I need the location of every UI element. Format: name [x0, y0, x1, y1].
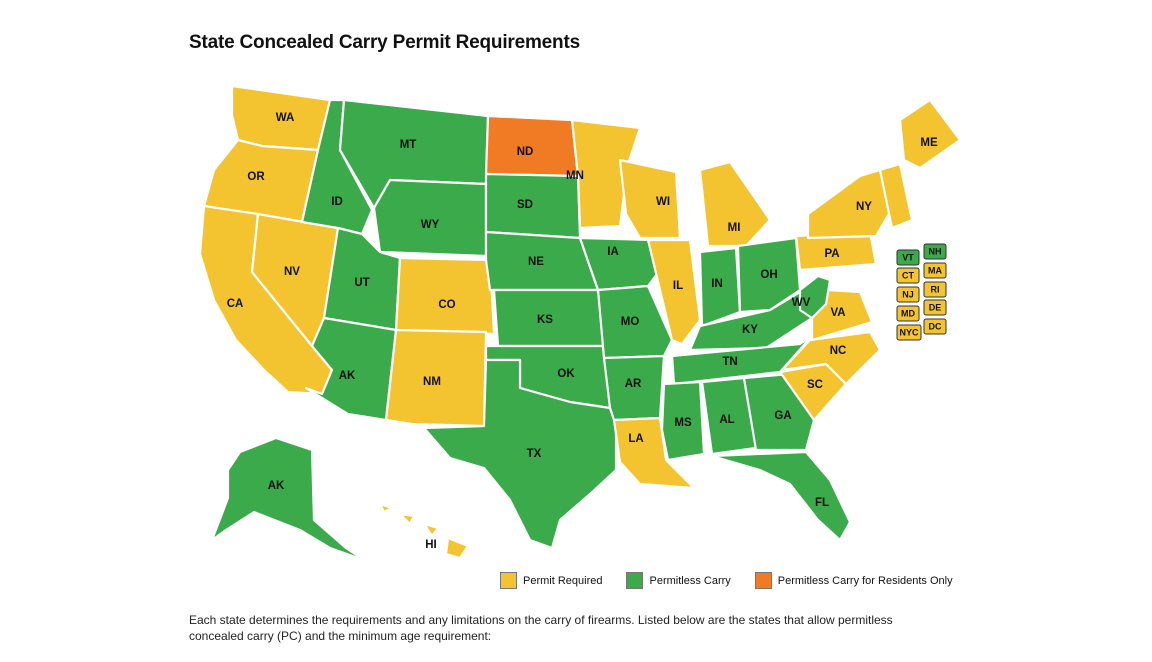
state-nc[interactable] — [780, 330, 882, 386]
state-label-ne: NE — [528, 256, 544, 268]
state-label-ks: KS — [537, 314, 553, 326]
state-ak[interactable] — [210, 436, 366, 562]
small-state-label-nj: NJ — [902, 289, 914, 299]
small-state-box-dc[interactable] — [923, 318, 947, 335]
small-state-box-nyc[interactable] — [896, 324, 922, 341]
state-label-ny: NY — [856, 201, 872, 213]
legend-label-permit-required: Permit Required — [523, 574, 603, 587]
state-label-ga: GA — [774, 410, 791, 422]
state-me[interactable] — [898, 98, 962, 170]
state-hi[interactable] — [378, 502, 470, 560]
small-state-box-de[interactable] — [923, 299, 947, 316]
legend-item-residents-only: Permitless Carry for Residents Only — [754, 572, 953, 589]
state-il[interactable] — [646, 238, 702, 346]
state-mn[interactable] — [570, 118, 642, 230]
state-label-tn: TN — [722, 356, 737, 368]
state-ia[interactable] — [578, 236, 662, 292]
state-label-nc: NC — [830, 345, 847, 357]
state-label-co: CO — [438, 299, 455, 311]
state-mi[interactable] — [698, 160, 772, 248]
small-state-box-ct[interactable] — [896, 267, 920, 284]
state-label-ia: IA — [607, 246, 619, 258]
state-label-ak: AK — [339, 370, 356, 382]
state-label-nv: NV — [284, 266, 300, 278]
state-label-il: IL — [673, 280, 683, 292]
state-label-me: ME — [920, 137, 938, 149]
state-label-ar: AR — [625, 378, 642, 390]
legend-item-permit-required: Permit Required — [500, 572, 602, 589]
legend-swatch-permitless-carry — [626, 572, 644, 589]
small-state-label-dc: DC — [929, 321, 942, 331]
state-label-mo: MO — [621, 316, 640, 328]
state-co[interactable] — [394, 256, 496, 336]
state-label-oh: OH — [760, 269, 777, 281]
state-label-ms: MS — [674, 417, 692, 429]
state-label-in: IN — [711, 278, 723, 290]
state-label-nd: ND — [517, 146, 534, 158]
state-ne2[interactable] — [878, 162, 914, 230]
state-label-la: LA — [628, 433, 643, 445]
state-label-ut: UT — [354, 277, 369, 289]
state-label-wy: WY — [421, 219, 440, 231]
state-label-mt: MT — [400, 139, 417, 151]
small-state-label-md: MD — [901, 308, 915, 318]
state-label-al: AL — [719, 414, 734, 426]
legend-label-residents-only: Permitless Carry for Residents Only — [777, 574, 953, 587]
state-label-tx: TX — [527, 448, 542, 460]
legend-swatch-permit-required — [500, 572, 517, 589]
state-label-id: ID — [331, 196, 343, 208]
small-state-box-nh[interactable] — [923, 243, 947, 260]
state-label-hi: HI — [425, 539, 437, 551]
state-label-mi: MI — [728, 222, 741, 234]
state-label-ky: KY — [742, 324, 758, 336]
state-ny[interactable] — [806, 168, 892, 240]
state-label-wv: WV — [792, 297, 811, 309]
state-nm[interactable] — [384, 328, 488, 428]
small-state-box-nj[interactable] — [896, 286, 920, 303]
state-ms[interactable] — [660, 380, 706, 462]
legend-label-permitless-carry: Permitless Carry — [649, 574, 731, 587]
state-label-ca: CA — [227, 298, 244, 310]
state-label-nm: NM — [423, 376, 441, 388]
state-label-sc: SC — [807, 379, 823, 391]
small-state-label-vt: VT — [902, 252, 914, 262]
state-label-pa: PA — [824, 248, 839, 260]
legend-item-permitless-carry: Permitless Carry — [626, 572, 731, 589]
state-label-sd: SD — [517, 199, 533, 211]
state-tx[interactable] — [422, 358, 618, 550]
small-state-box-md[interactable] — [896, 305, 920, 322]
small-state-label-ct: CT — [902, 270, 914, 280]
small-state-label-nyc: NYC — [899, 327, 919, 337]
description-text: Each state determines the requirements a… — [189, 613, 893, 643]
legend-swatch-residents-only — [754, 572, 772, 589]
map-legend: Permit Required Permitless Carry Permitl… — [500, 572, 953, 589]
state-label-fl: FL — [815, 497, 829, 509]
small-state-label-nh: NH — [929, 246, 942, 256]
small-state-box-ma[interactable] — [923, 262, 947, 279]
small-state-label-ma: MA — [928, 265, 942, 275]
state-wy[interactable] — [372, 178, 488, 258]
state-la[interactable] — [612, 416, 696, 490]
state-label-va: VA — [830, 307, 845, 319]
state-mo[interactable] — [596, 284, 674, 360]
map-title: State Concealed Carry Permit Requirement… — [189, 32, 580, 53]
state-label-mn: MN — [566, 170, 584, 182]
state-label-ak: AK — [268, 480, 285, 492]
state-sd[interactable] — [484, 172, 582, 240]
state-label-ok: OK — [557, 368, 575, 380]
state-id[interactable] — [300, 98, 374, 236]
state-label-or: OR — [247, 171, 265, 183]
state-wi[interactable] — [618, 158, 682, 240]
small-state-label-de: DE — [929, 302, 942, 312]
small-state-label-ri: RI — [931, 284, 940, 294]
state-label-wa: WA — [276, 112, 295, 124]
state-fl[interactable] — [710, 450, 852, 542]
small-state-box-vt[interactable] — [896, 249, 920, 266]
small-state-box-ri[interactable] — [923, 281, 947, 298]
state-label-wi: WI — [656, 196, 670, 208]
state-wv[interactable] — [798, 274, 832, 320]
